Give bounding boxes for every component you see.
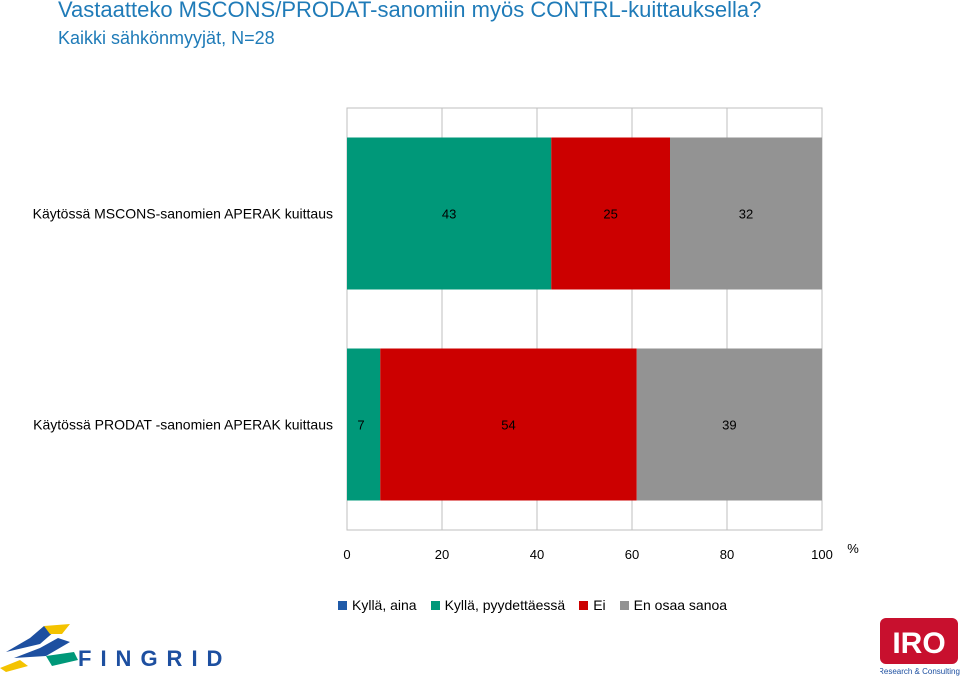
- chart-subtitle: Kaikki sähkönmyyjät, N=28: [58, 28, 275, 48]
- category-label: Käytössä PRODAT -sanomien APERAK kuittau…: [33, 417, 333, 433]
- legend-swatch: [579, 600, 589, 610]
- legend-swatch: [619, 600, 629, 610]
- data-label: 25: [603, 207, 617, 222]
- chart-title: Vastaatteko MSCONS/PRODAT-sanomiin myös …: [58, 0, 762, 22]
- legend-label: Ei: [593, 597, 606, 613]
- data-label: 54: [501, 418, 515, 433]
- legend: Kyllä, aina Kyllä, pyydettäessä Ei En osaa …: [338, 597, 741, 613]
- bar-segment: [380, 348, 637, 501]
- legend-swatch: [430, 600, 440, 610]
- legend-swatch: [338, 600, 347, 610]
- legend-label: Kyllä, pyydettäessä: [444, 597, 566, 613]
- iro-logo: IRO Research & Consulting: [880, 618, 960, 676]
- fingrid-logo: FINGRID: [0, 624, 231, 672]
- bars: [347, 137, 822, 501]
- legend-item: En osaa sanoa: [619, 597, 728, 613]
- bar-segment: [347, 348, 381, 501]
- data-label: 39: [722, 418, 736, 433]
- data-label: 7: [357, 418, 364, 433]
- iro-mark-background: [880, 618, 958, 664]
- legend-item: Ei: [579, 597, 606, 613]
- stacked-bar-chart: 0 20 40 60 80 100 % Käytössä MSCONS-sanomien AP…: [33, 107, 860, 563]
- legend-item: Kyllä, aina: [338, 597, 417, 613]
- bar-segment: [551, 137, 670, 290]
- data-label: 43: [442, 207, 456, 222]
- iro-caption: Research & Consulting: [880, 667, 960, 676]
- x-tick-label: 60: [625, 547, 639, 562]
- legend-label: Kyllä, aina: [352, 597, 417, 613]
- x-tick-label: 0: [343, 547, 350, 562]
- legend-item: Kyllä, pyydettäessä: [430, 597, 566, 613]
- bar-segment: [670, 137, 822, 290]
- x-tick-label: 100: [811, 547, 833, 562]
- x-tick-label: 20: [435, 547, 449, 562]
- labels: 0 20 40 60 80 100 % Käytössä MSCONS-sanomien AP…: [33, 206, 860, 563]
- iro-mark-text: IRO: [892, 627, 945, 660]
- fingrid-wordmark: FINGRID: [78, 646, 231, 671]
- x-tick-label: 40: [530, 547, 544, 562]
- x-axis-label: %: [847, 541, 859, 556]
- fingrid-emblem: [0, 624, 78, 672]
- bar-segment: [636, 348, 822, 501]
- bar-segment: [347, 137, 552, 290]
- data-label: 32: [739, 207, 753, 222]
- x-tick-label: 80: [720, 547, 734, 562]
- category-label: Käytössä MSCONS-sanomien APERAK kuittaus: [33, 206, 333, 222]
- legend-label: En osaa sanoa: [633, 597, 728, 613]
